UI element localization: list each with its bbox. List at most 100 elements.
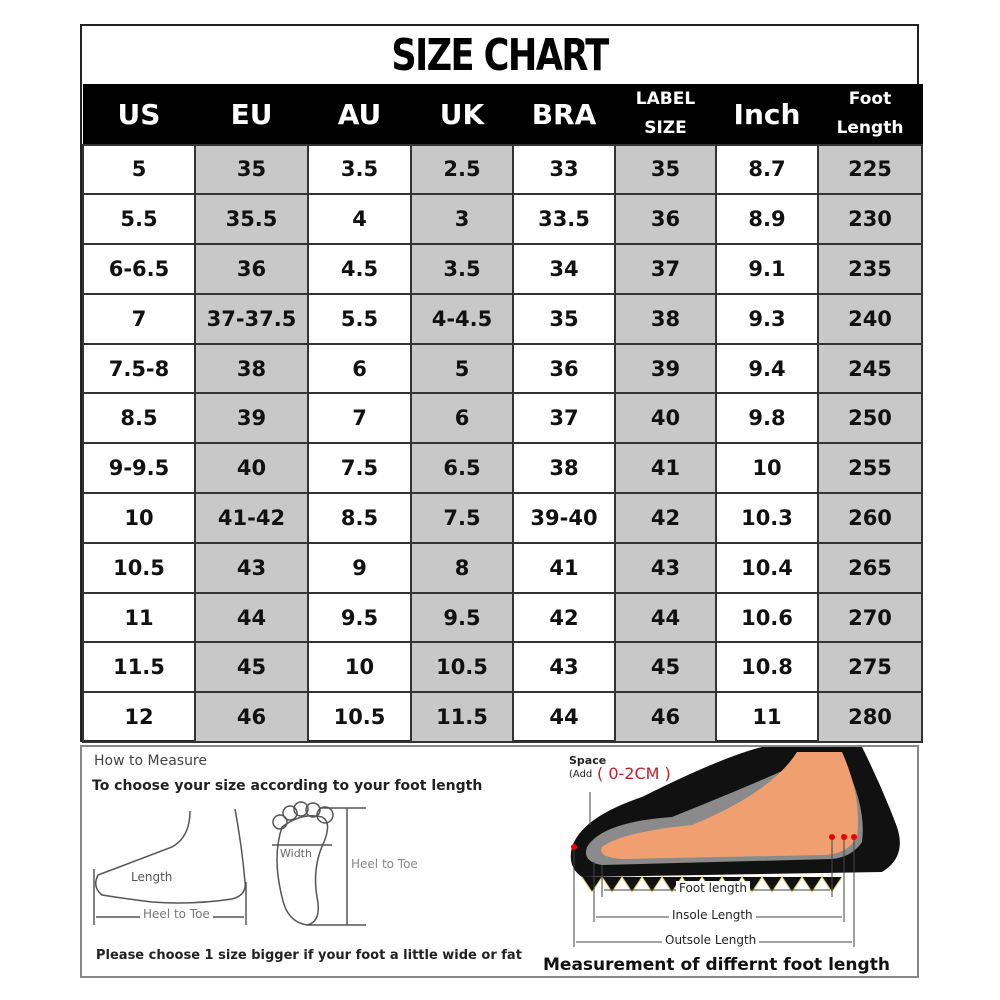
table-cell: 11.5 bbox=[82, 641, 196, 694]
table-cell: 43 bbox=[512, 641, 616, 694]
table-cell: 7 bbox=[307, 392, 412, 445]
table-cell: 5 bbox=[410, 342, 514, 395]
table-cell: 10.3 bbox=[715, 492, 819, 544]
table-cell: 44 bbox=[512, 691, 616, 744]
table-cell: 8.5 bbox=[82, 392, 196, 445]
table-cell: 39 bbox=[614, 342, 717, 395]
heel-to-toe-label-2: Heel to Toe bbox=[351, 857, 418, 871]
column-header-au: AU bbox=[307, 84, 412, 145]
table-cell: 9.1 bbox=[715, 243, 819, 295]
table-cell: 36 bbox=[512, 342, 616, 395]
table-cell: 41 bbox=[512, 541, 616, 594]
how-to-measure-heading: How to Measure bbox=[94, 753, 207, 769]
table-cell: 235 bbox=[817, 243, 923, 295]
table-cell: 7.5 bbox=[307, 442, 412, 495]
table-cell: 5.5 bbox=[82, 193, 196, 246]
table-cell: 35 bbox=[614, 143, 717, 196]
table-cell: 38 bbox=[512, 442, 616, 495]
size-chart: SIZE CHART US EU AU UK BRA LABEL SIZE Inch Foot L… bbox=[80, 24, 923, 744]
table-cell: 40 bbox=[194, 442, 309, 495]
table-cell: 3.5 bbox=[307, 143, 412, 196]
table-cell: 7 bbox=[82, 292, 196, 345]
size-table: US EU AU UK BRA LABEL SIZE Inch Foot Length 5 35 3.… bbox=[82, 84, 923, 744]
table-cell: 9.3 bbox=[715, 292, 819, 345]
table-cell: 8 bbox=[410, 541, 514, 594]
chart-title: SIZE CHART bbox=[391, 29, 609, 81]
foot-diagram bbox=[93, 801, 366, 926]
table-cell: 44 bbox=[194, 591, 309, 644]
table-cell: 9 bbox=[307, 541, 412, 594]
table-cell: 260 bbox=[817, 492, 923, 544]
table-cell: 36 bbox=[194, 243, 309, 295]
table-cell: 46 bbox=[614, 691, 717, 744]
table-cell: 33.5 bbox=[512, 193, 616, 246]
table-cell: 6.5 bbox=[410, 442, 514, 495]
table-cell: 280 bbox=[817, 691, 923, 744]
table-cell: 11 bbox=[82, 591, 196, 644]
table-cell: 10 bbox=[82, 492, 196, 544]
table-row: 11 44 9.5 9.5 42 44 10.6 270 bbox=[82, 591, 923, 644]
column-header-foot-length: Foot Length bbox=[817, 84, 923, 145]
width-label: Width bbox=[280, 847, 312, 860]
table-cell: 10.6 bbox=[715, 591, 819, 644]
table-cell: 10 bbox=[715, 442, 819, 495]
table-cell: 9.8 bbox=[715, 392, 819, 445]
table-cell: 9.4 bbox=[715, 342, 819, 395]
table-cell: 11.5 bbox=[410, 691, 514, 744]
table-row: 7 37-37.5 5.5 4-4.5 35 38 9.3 240 bbox=[82, 292, 923, 345]
heel-to-toe-label: Heel to Toe bbox=[140, 907, 213, 921]
column-header-eu: EU bbox=[194, 84, 309, 145]
table-cell: 45 bbox=[614, 641, 717, 694]
space-value: ( 0-2CM ) bbox=[597, 764, 671, 783]
table-cell: 4.5 bbox=[307, 243, 412, 295]
table-cell: 37 bbox=[614, 243, 717, 295]
table-cell: 265 bbox=[817, 541, 923, 594]
table-cell: 35 bbox=[512, 292, 616, 345]
table-cell: 10.8 bbox=[715, 641, 819, 694]
table-cell: 5 bbox=[82, 143, 196, 196]
table-cell: 35 bbox=[194, 143, 309, 196]
measurement-caption: Measurement of differnt foot length bbox=[543, 955, 890, 975]
table-cell: 8.5 bbox=[307, 492, 412, 544]
table-cell: 4-4.5 bbox=[410, 292, 514, 345]
table-row: 5 35 3.5 2.5 33 35 8.7 225 bbox=[82, 143, 923, 196]
table-row: 10.5 43 9 8 41 43 10.4 265 bbox=[82, 541, 923, 594]
table-cell: 10 bbox=[307, 641, 412, 694]
table-cell: 42 bbox=[614, 492, 717, 544]
table-cell: 250 bbox=[817, 392, 923, 445]
table-cell: 245 bbox=[817, 342, 923, 395]
column-header-us: US bbox=[82, 84, 196, 145]
table-cell: 45 bbox=[194, 641, 309, 694]
table-cell: 8.9 bbox=[715, 193, 819, 246]
table-cell: 36 bbox=[614, 193, 717, 246]
table-cell: 6 bbox=[410, 392, 514, 445]
table-cell: 225 bbox=[817, 143, 923, 196]
add-label: (Add bbox=[569, 769, 593, 780]
table-cell: 8.7 bbox=[715, 143, 819, 196]
table-row: 12 46 10.5 11.5 44 46 11 280 bbox=[82, 691, 923, 744]
size-note: Please choose 1 size bigger if your foot… bbox=[96, 948, 522, 963]
measure-subheading: To choose your size according to your fo… bbox=[92, 778, 483, 794]
table-cell: 44 bbox=[614, 591, 717, 644]
table-cell: 270 bbox=[817, 591, 923, 644]
table-cell: 230 bbox=[817, 193, 923, 246]
table-cell: 38 bbox=[614, 292, 717, 345]
table-row: 10 41-42 8.5 7.5 39-40 42 10.3 260 bbox=[82, 492, 923, 544]
length-label: Length bbox=[131, 870, 173, 884]
table-cell: 37-37.5 bbox=[194, 292, 309, 345]
table-cell: 41 bbox=[614, 442, 717, 495]
table-cell: 9.5 bbox=[410, 591, 514, 644]
column-header-label-size: LABEL SIZE bbox=[614, 84, 717, 145]
table-cell: 43 bbox=[614, 541, 717, 594]
table-cell: 12 bbox=[82, 691, 196, 744]
table-cell: 35.5 bbox=[194, 193, 309, 246]
header-row: US EU AU UK BRA LABEL SIZE Inch Foot Length bbox=[82, 84, 923, 145]
table-cell: 39-40 bbox=[512, 492, 616, 544]
table-cell: 7.5 bbox=[410, 492, 514, 544]
table-cell: 40 bbox=[614, 392, 717, 445]
table-cell: 7.5-8 bbox=[82, 342, 196, 395]
table-cell: 10.5 bbox=[410, 641, 514, 694]
table-cell: 6-6.5 bbox=[82, 243, 196, 295]
table-cell: 39 bbox=[194, 392, 309, 445]
table-cell: 4 bbox=[307, 193, 412, 246]
